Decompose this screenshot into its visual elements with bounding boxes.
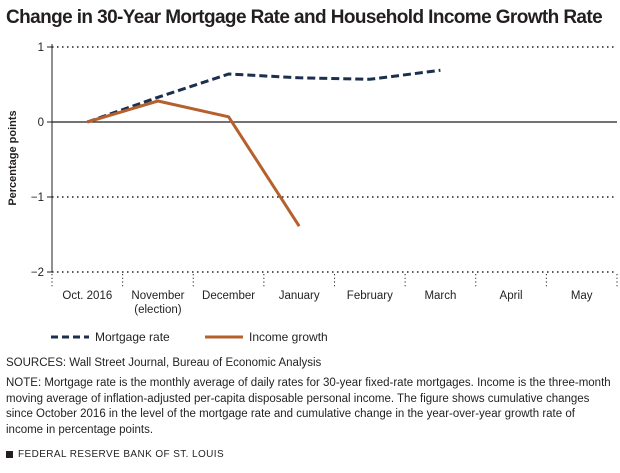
legend-label-mortgage-rate: Mortgage rate	[95, 330, 170, 344]
x-tick-label: May	[571, 290, 593, 302]
x-tick-label: Oct. 2016	[62, 290, 112, 302]
y-tick-label: −1	[31, 192, 44, 204]
y-tick-label: 0	[38, 117, 44, 129]
note-text: NOTE: Mortgage rate is the monthly avera…	[6, 377, 611, 436]
x-tick-label: December	[202, 290, 255, 302]
footer-square-icon	[6, 451, 13, 458]
x-tick-label: November (election)	[131, 290, 184, 316]
legend-item-mortgage-rate: Mortgage rate	[51, 330, 170, 344]
legend-swatch-income-growth	[205, 335, 243, 339]
series-line-income-growth	[86, 99, 301, 228]
x-tick-label: January	[279, 290, 320, 302]
series-line-mortgage-rate	[86, 68, 441, 124]
sources-text: SOURCES: Wall Street Journal, Bureau of …	[6, 357, 322, 369]
legend-swatch-mortgage-rate	[51, 335, 89, 339]
legend-item-income-growth: Income growth	[205, 330, 328, 344]
x-tick-label: March	[424, 290, 456, 302]
line-chart: 1 0 −1 −2 Oct. 2016 November (election) Decembe…	[31, 42, 618, 316]
chart-title: Change in 30-Year Mortgage Rate and Hous…	[6, 7, 603, 28]
footer-text: FEDERAL RESERVE BANK OF ST. LOUIS	[18, 449, 225, 460]
y-tick-label: −2	[31, 267, 44, 279]
x-tick-label: February	[347, 290, 393, 302]
footer: FEDERAL RESERVE BANK OF ST. LOUIS	[6, 449, 224, 460]
y-tick-label: 1	[38, 42, 44, 54]
legend-label-income-growth: Income growth	[249, 330, 328, 344]
x-tick-label: April	[500, 290, 523, 302]
